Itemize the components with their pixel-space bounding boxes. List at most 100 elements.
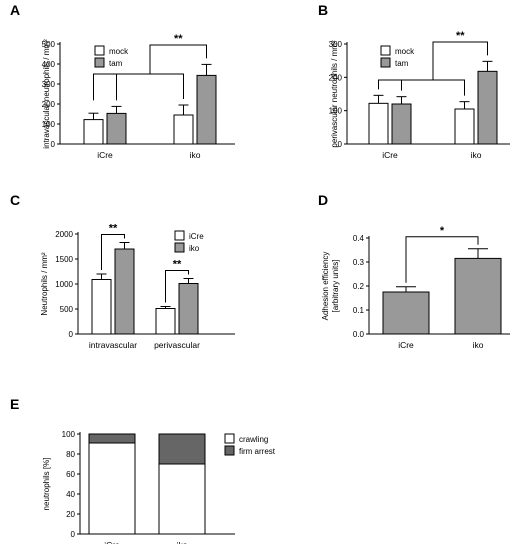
- y-tick-label: 0: [338, 140, 343, 149]
- x-category-label: perivascular: [154, 340, 200, 350]
- y-tick-label: 2000: [55, 230, 73, 239]
- y-tick-label: 0.4: [353, 234, 365, 243]
- y-tick-label: 0: [51, 140, 56, 149]
- y-tick-label: 0.3: [353, 258, 365, 267]
- y-tick-label: 60: [66, 470, 75, 479]
- significance-bracket-upper: [432, 41, 488, 80]
- panel-label-a: A: [10, 2, 20, 18]
- bar-mock: [454, 108, 475, 145]
- significance-label: **: [174, 33, 183, 45]
- legend-label: firm arrest: [239, 447, 276, 456]
- significance-label: **: [109, 223, 118, 235]
- legend-label: mock: [109, 47, 129, 56]
- significance-label: **: [456, 30, 465, 42]
- y-tick-label: 1500: [55, 255, 73, 264]
- bar-mock: [173, 114, 194, 145]
- bar-iCre: [382, 291, 430, 335]
- x-category-label: iCre: [104, 540, 120, 544]
- bar-firm-arrest: [158, 433, 206, 465]
- bar-tam: [106, 112, 127, 145]
- legend-label: iko: [189, 244, 200, 253]
- significance-bracket: [405, 236, 479, 283]
- y-tick-label: 200: [329, 73, 343, 82]
- x-category-label: iko: [190, 150, 201, 160]
- bar-crawling: [88, 442, 136, 535]
- y-tick-label: 200: [42, 100, 56, 109]
- bar-iko: [178, 283, 199, 335]
- legend-label: iCre: [189, 232, 204, 241]
- y-tick-label: 0: [71, 530, 76, 539]
- legend-label: crawling: [239, 435, 268, 444]
- significance-label: **: [173, 259, 182, 271]
- chart-panel-d: D 0.0 0.1 0.2 0.3 0.4 Adhesion efficiency[arbi…: [318, 192, 510, 350]
- y-tick-label: 400: [42, 60, 56, 69]
- significance-bracket-lower: [93, 73, 184, 101]
- legend-label: tam: [395, 59, 409, 68]
- legend-swatch: [224, 445, 235, 456]
- y-tick-label: 100: [62, 430, 76, 439]
- legend-swatch: [380, 45, 391, 56]
- significance-bracket: [165, 270, 189, 303]
- y-tick-label: 100: [42, 120, 56, 129]
- y-tick-label: 300: [329, 40, 343, 49]
- y-tick-label: 100: [329, 107, 343, 116]
- y-tick-label: 20: [66, 510, 75, 519]
- x-category-label: intravascular: [89, 340, 137, 350]
- y-axis-label: neutrophils [%]: [42, 458, 51, 511]
- y-axis-label-line: [arbitrary units]: [331, 260, 340, 313]
- bar-tam: [196, 74, 217, 145]
- legend-swatch: [174, 230, 185, 241]
- significance-bracket: [101, 234, 125, 270]
- y-tick-label: 40: [66, 490, 75, 499]
- bar-iCre: [91, 279, 112, 335]
- legend-swatch: [94, 57, 105, 68]
- y-axis-label: perivascular neutrophils / mm²: [330, 40, 339, 147]
- y-axis-label: intravascular neutrophils / mm²: [42, 39, 51, 149]
- bar-iCre: [155, 308, 176, 335]
- chart-panel-e: E 0 20 40 60 80 100 neutrophils [%] iCre iko crawl…: [10, 396, 276, 544]
- significance-bracket-lower: [378, 79, 465, 96]
- bar-mock: [368, 102, 389, 145]
- x-category-label: iCre: [382, 150, 398, 160]
- y-tick-label: 300: [42, 80, 56, 89]
- legend-label: tam: [109, 59, 123, 68]
- x-category-label: iko: [471, 150, 482, 160]
- panel-label-d: D: [318, 192, 328, 208]
- y-tick-label: 0.1: [353, 306, 365, 315]
- x-category-label: iko: [177, 540, 188, 544]
- x-category-label: iCre: [398, 340, 414, 350]
- x-category-label: iko: [473, 340, 484, 350]
- legend-swatch: [174, 242, 185, 253]
- y-axis-label: Adhesion efficiency[arbitrary units]: [321, 252, 340, 321]
- y-tick-label: 500: [42, 40, 56, 49]
- y-axis-label: Neutrophils / mm²: [40, 252, 49, 315]
- y-tick-label: 500: [60, 305, 74, 314]
- bar-crawling: [158, 463, 206, 535]
- y-tick-label: 1000: [55, 280, 73, 289]
- x-category-label: iCre: [97, 150, 113, 160]
- panel-label-c: C: [10, 192, 20, 208]
- bar-iko: [454, 257, 502, 335]
- significance-bracket-upper: [149, 44, 207, 74]
- panel-label-b: B: [318, 2, 328, 18]
- y-axis-label-line: Adhesion efficiency: [321, 252, 330, 321]
- bar-firm-arrest: [88, 433, 136, 444]
- y-tick-label: 0.2: [353, 282, 365, 291]
- legend-swatch: [224, 433, 235, 444]
- y-tick-label: 80: [66, 450, 75, 459]
- bar-mock: [83, 119, 104, 145]
- y-tick-label: 0.0: [353, 330, 365, 339]
- legend-swatch: [94, 45, 105, 56]
- significance-label: *: [440, 225, 445, 237]
- bar-tam: [391, 103, 412, 145]
- bar-tam: [477, 70, 498, 145]
- chart-panel-c: C 0 500 1000 1500 2000 Neutrophils / mm² intrav…: [10, 192, 235, 350]
- panel-label-e: E: [10, 396, 19, 412]
- legend-label: mock: [395, 47, 415, 56]
- legend-swatch: [380, 57, 391, 68]
- bar-iko: [114, 248, 135, 335]
- y-tick-label: 0: [69, 330, 74, 339]
